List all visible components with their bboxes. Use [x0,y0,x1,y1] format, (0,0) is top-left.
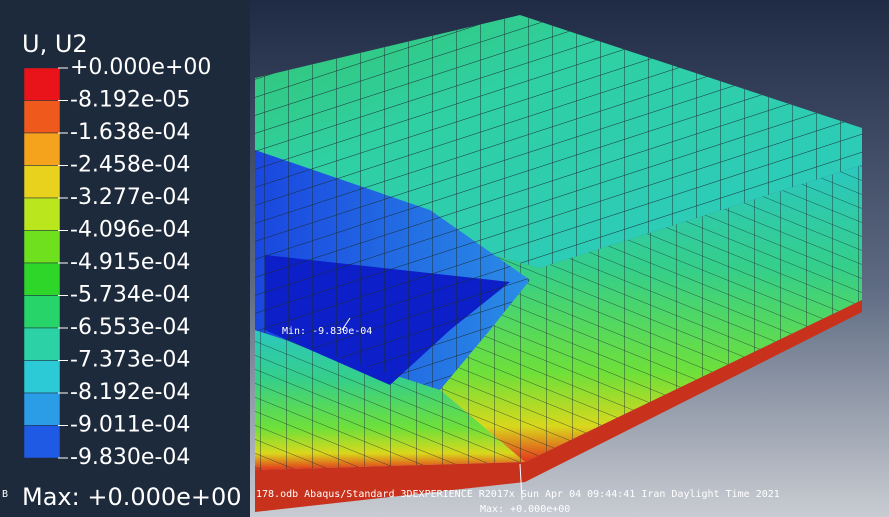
legend-band [24,296,60,329]
max-label: Max: +0.000e+00 [480,504,570,515]
viewport: +0.000e+00 -8.192e-05 -1.638e-04 -2.458e-04… [0,0,889,517]
legend-band [24,328,60,361]
min-label: Min: -9.830e-04 [282,326,372,337]
legend-band [24,166,60,199]
legend-band [24,231,60,264]
legend-label: -8.192e-05 [70,88,190,113]
legend-label: -9.830e-04 [70,445,190,470]
legend-label: -3.277e-04 [70,185,190,210]
legend-label: +0.000e+00 [70,55,211,80]
legend-label: -5.734e-04 [70,283,190,308]
legend-band [24,198,60,231]
info-left: B [2,489,8,500]
legend-band [24,263,60,296]
legend-band [24,393,60,426]
legend-band [24,426,60,459]
legend-label: -9.011e-04 [70,413,190,438]
legend-band [24,68,60,101]
legend-label: -2.458e-04 [70,153,190,178]
legend-band [24,133,60,166]
legend-label: -7.373e-04 [70,348,190,373]
legend-title: U, U2 [22,30,88,58]
legend-band [24,361,60,394]
legend-label: -4.915e-04 [70,250,190,275]
legend-max: Max: +0.000e+00 [22,483,242,511]
legend-band [24,101,60,134]
legend-label: -6.553e-04 [70,315,190,340]
info-line: 178.odb Abaqus/Standard 3DEXPERIENCE R20… [256,489,780,500]
legend-label: -8.192e-04 [70,380,190,405]
legend-label: -1.638e-04 [70,120,190,145]
legend-label: -4.096e-04 [70,218,190,243]
